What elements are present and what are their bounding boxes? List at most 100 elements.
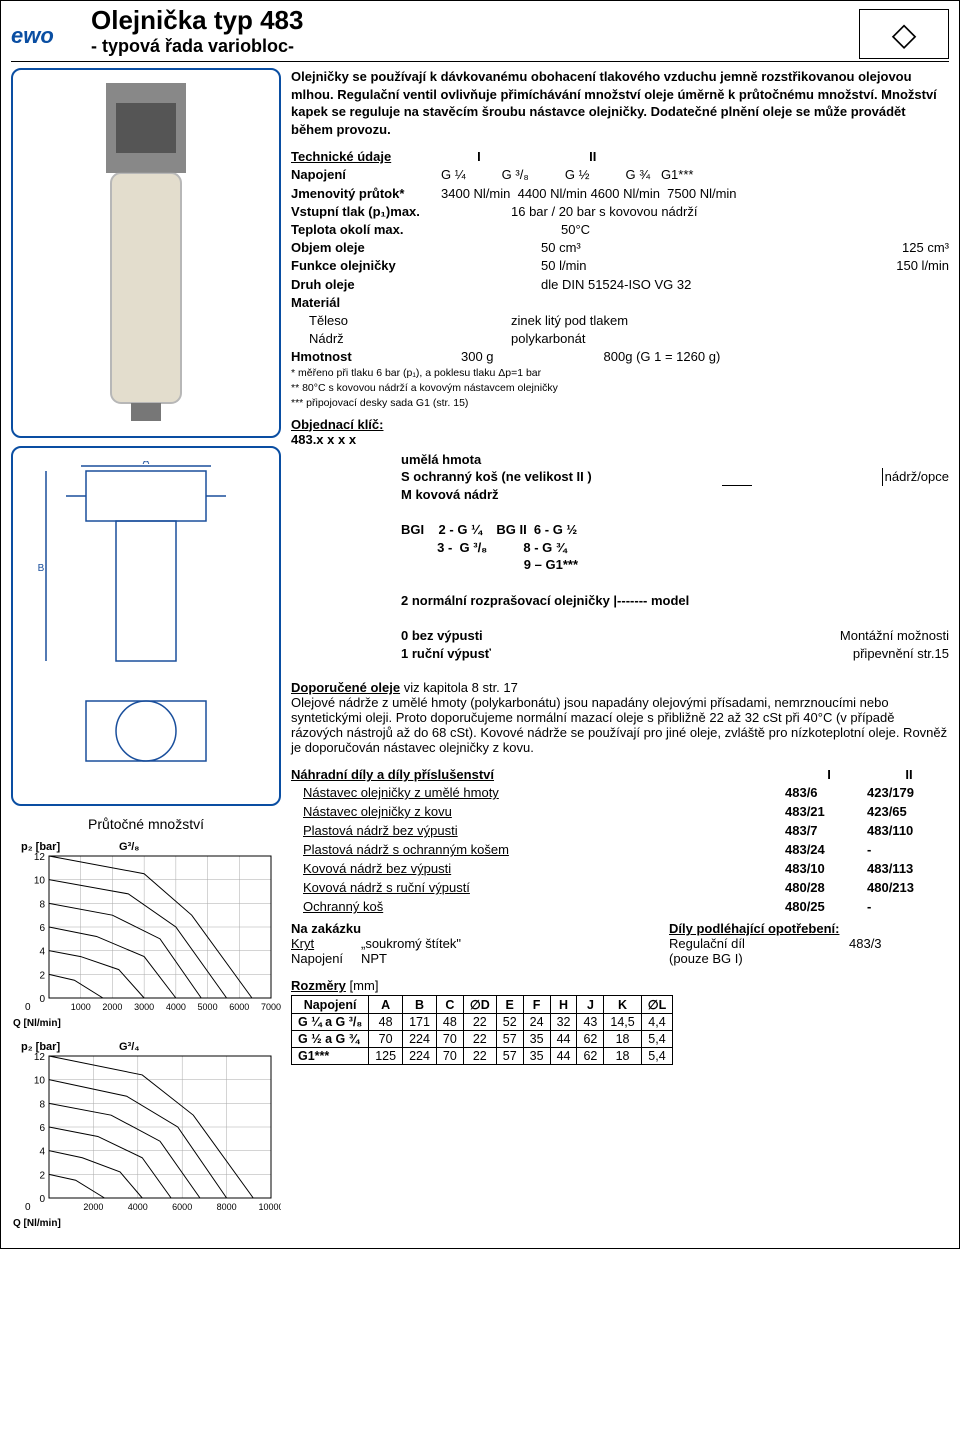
order-heading: Objednací klíč: xyxy=(291,417,949,432)
order-l1-2b: nádrž/opce xyxy=(882,468,949,486)
note-1: * měřeno při tlaku 6 bar (p₁), a poklesu… xyxy=(291,366,949,381)
spare-parts: Náhradní díly a díly příslušenství I II … xyxy=(291,767,949,966)
svg-text:2000: 2000 xyxy=(102,1002,122,1012)
title-block: Olejnička typ 483 - typová řada varioblo… xyxy=(91,5,859,57)
objem-lbl: Objem oleje xyxy=(291,239,441,257)
page: ewo Olejnička typ 483 - typová řada vari… xyxy=(0,0,960,1249)
order-level-1: umělá hmota S ochranný koš (ne velikost … xyxy=(401,451,949,504)
nadrz-val: polykarbonát xyxy=(441,330,949,348)
objem-I: 50 cm³ xyxy=(441,239,581,257)
chart-g38: p₂ [bar]G³/₈0246810121000200030004000500… xyxy=(11,838,281,1028)
table-row: Plastová nádrž s ochranným košem483/24- xyxy=(293,841,947,858)
col-II: II xyxy=(589,149,596,164)
order-l1-1: umělá hmota xyxy=(401,451,949,469)
table-row: Plastová nádrž bez výpusti483/7483/110 xyxy=(293,822,947,839)
svg-text:5000: 5000 xyxy=(198,1002,218,1012)
svg-text:10: 10 xyxy=(34,1076,46,1087)
oils-heading: Doporučené oleje xyxy=(291,680,400,695)
order-diagram: umělá hmota S ochranný koš (ne velikost … xyxy=(291,451,949,663)
svg-text:0: 0 xyxy=(25,1202,31,1213)
hmotnost-lbl: Hmotnost xyxy=(291,348,441,366)
order-l4-2a: 1 ruční výpusť xyxy=(401,645,491,663)
napojeni-val: G ¼ G ³/₈ G ½ G ¾ G1*** xyxy=(441,166,949,184)
svg-text:0: 0 xyxy=(39,1194,45,1205)
svg-text:6000: 6000 xyxy=(229,1002,249,1012)
funkce-II: 150 l/min xyxy=(896,257,949,275)
funkce-I: 50 l/min xyxy=(441,257,587,275)
table-row: Ochranný koš480/25- xyxy=(293,898,947,915)
svg-text:B: B xyxy=(38,563,45,574)
wear1-val: 483/3 xyxy=(849,936,949,951)
header: ewo Olejnička typ 483 - typová řada vari… xyxy=(11,5,949,62)
svg-text:G³/₄: G³/₄ xyxy=(119,1041,140,1053)
left-column: A B Průtočné množství p₂ [bar]G³/₈024681… xyxy=(11,68,281,1238)
recommended-oils: Doporučené oleje viz kapitola 8 str. 17 … xyxy=(291,680,949,755)
note-2: ** 80°C s kovovou nádrží a kovovým násta… xyxy=(291,381,949,396)
chart-g34: p₂ [bar]G³/₄0246810122000400060008000100… xyxy=(11,1038,281,1228)
order-l2-3: 9 – G1*** xyxy=(401,556,949,574)
custom1-val: „soukromý štítek" xyxy=(361,936,669,951)
teplota-lbl: Teplota okolí max. xyxy=(291,221,441,239)
tech-data: Technické údaje I II NapojeníG ¼ G ³/₈ G… xyxy=(291,148,949,410)
tlak-lbl: Vstupní tlak (p₁)max. xyxy=(291,203,441,221)
svg-text:4000: 4000 xyxy=(128,1202,148,1212)
table-row: G ¼ a G ³/₈4817148225224324314,54,4 xyxy=(292,1014,673,1031)
table-row: Nástavec olejničky z umělé hmoty483/6423… xyxy=(293,784,947,801)
logo: ewo xyxy=(11,5,91,49)
svg-text:12: 12 xyxy=(34,1052,46,1063)
svg-text:10000: 10000 xyxy=(258,1202,281,1212)
svg-text:G³/₈: G³/₈ xyxy=(119,841,139,853)
technical-drawing: A B xyxy=(11,446,281,806)
svg-text:0: 0 xyxy=(39,994,45,1005)
funkce-lbl: Funkce olejničky xyxy=(291,257,441,275)
dims-heading: Rozměry xyxy=(291,978,346,993)
custom2-val: NPT xyxy=(361,951,669,966)
material-lbl: Materiál xyxy=(291,294,441,312)
tech-heading: Technické údaje xyxy=(291,149,391,164)
svg-text:A: A xyxy=(143,461,150,467)
product-photo xyxy=(11,68,281,438)
drawing-icon: A B xyxy=(26,461,266,791)
svg-text:2: 2 xyxy=(39,970,45,981)
custom1-lbl: Kryt xyxy=(291,936,314,951)
custom2-lbl: Napojení xyxy=(291,951,361,966)
svg-text:6: 6 xyxy=(39,1123,45,1134)
flow-charts: Průtočné množství p₂ [bar]G³/₈0246810121… xyxy=(11,816,281,1228)
svg-text:8000: 8000 xyxy=(217,1202,237,1212)
svg-text:4000: 4000 xyxy=(166,1002,186,1012)
oils-text: Olejové nádrže z umělé hmoty (polykarbon… xyxy=(291,695,949,755)
note-3: *** připojovací desky sada G1 (str. 15) xyxy=(291,396,949,411)
hmotnost-II: 800g (G 1 = 1260 g) xyxy=(494,348,721,366)
tlak-val: 16 bar / 20 bar s kovovou nádrží xyxy=(441,203,949,221)
napojeni-lbl: Napojení xyxy=(291,166,441,184)
order-key: Objednací klíč: 483.x x x x umělá hmota … xyxy=(291,417,949,663)
svg-text:10: 10 xyxy=(34,876,46,887)
druh-val: dle DIN 51524-ISO VG 32 xyxy=(441,276,949,294)
prutok-val: 3400 Nl/min 4400 Nl/min 4600 Nl/min 7500… xyxy=(441,185,949,203)
order-code: 483.x x x x xyxy=(291,432,949,447)
spares-col-I: I xyxy=(789,767,869,782)
table-row: G1***125224702257354462185,4 xyxy=(292,1048,673,1065)
druh-lbl: Druh oleje xyxy=(291,276,441,294)
order-l1-2a: S ochranný koš (ne velikost II ) xyxy=(401,468,592,486)
svg-text:Q [Nl/min]: Q [Nl/min] xyxy=(13,1218,61,1228)
table-row: Kovová nádrž s ruční výpustí480/28480/21… xyxy=(293,879,947,896)
page-title: Olejnička typ 483 xyxy=(91,5,859,36)
lubricator-icon xyxy=(86,83,206,423)
intro-text: Olejničky se používají k dávkovanému obo… xyxy=(291,68,949,138)
table-row: G ½ a G ¾70224702257354462185,4 xyxy=(292,1031,673,1048)
svg-text:8: 8 xyxy=(39,899,45,910)
order-l4-1b: Montážní možnosti xyxy=(840,627,949,645)
spares-heading: Náhradní díly a díly příslušenství xyxy=(291,767,789,782)
svg-text:Q [Nl/min]: Q [Nl/min] xyxy=(13,1018,61,1028)
prutok-lbl: Jmenovitý průtok* xyxy=(291,185,441,203)
wear2: (pouze BG I) xyxy=(669,951,949,966)
teplota-val: 50°C xyxy=(441,221,949,239)
dimensions: Rozměry [mm] NapojeníABC∅DEFHJK∅LG ¼ a G… xyxy=(291,978,949,1065)
svg-text:2000: 2000 xyxy=(83,1202,103,1212)
order-l2-1: BGI 2 - G ¼ BG II 6 - G ½ xyxy=(401,521,949,539)
order-level-4: 0 bez výpustiMontážní možnosti 1 ruční v… xyxy=(401,627,949,662)
hmotnost-I: 300 g xyxy=(441,348,494,366)
teleso-val: zinek litý pod tlakem xyxy=(441,312,949,330)
order-level-3: 2 normální rozprašovací olejničky |-----… xyxy=(401,592,949,610)
